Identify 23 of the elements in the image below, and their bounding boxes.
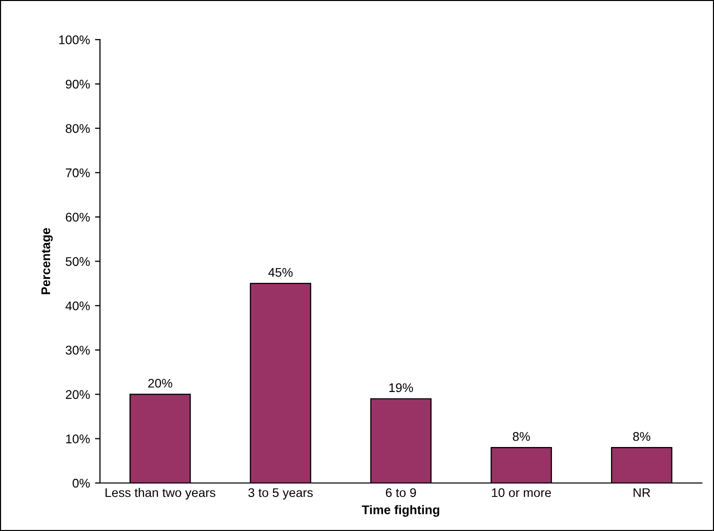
y-tick-label: 80% — [66, 124, 90, 133]
y-tick-label: 90% — [66, 80, 90, 89]
x-axis-title: Time fighting — [362, 505, 440, 517]
y-tick-label: 70% — [66, 168, 90, 178]
x-tick-label: NR — [634, 488, 650, 497]
x-tick-label: 3 to 5 years — [248, 488, 313, 500]
y-tick-label: 30% — [66, 346, 90, 355]
y-tick-label: 0% — [72, 478, 90, 488]
y-tick-label: 60% — [66, 212, 90, 222]
y-tick-label: 20% — [66, 390, 90, 399]
data-label: 20% — [148, 378, 172, 388]
y-tick-label: 100% — [59, 35, 90, 44]
y-tick-label: 50% — [66, 257, 90, 266]
x-tick-label: Less than two years — [106, 488, 216, 500]
data-label: 19% — [389, 383, 413, 392]
y-tick-label: 10% — [66, 434, 90, 444]
x-tick-label: 10 or more — [492, 488, 551, 498]
y-tick-label: 40% — [66, 301, 90, 310]
x-tick-label: 6 to 9 — [386, 488, 416, 498]
data-label: 8% — [633, 432, 650, 441]
y-axis-title: Percentage — [41, 228, 53, 294]
data-label: 8% — [512, 432, 530, 441]
data-label: 45% — [268, 268, 293, 277]
